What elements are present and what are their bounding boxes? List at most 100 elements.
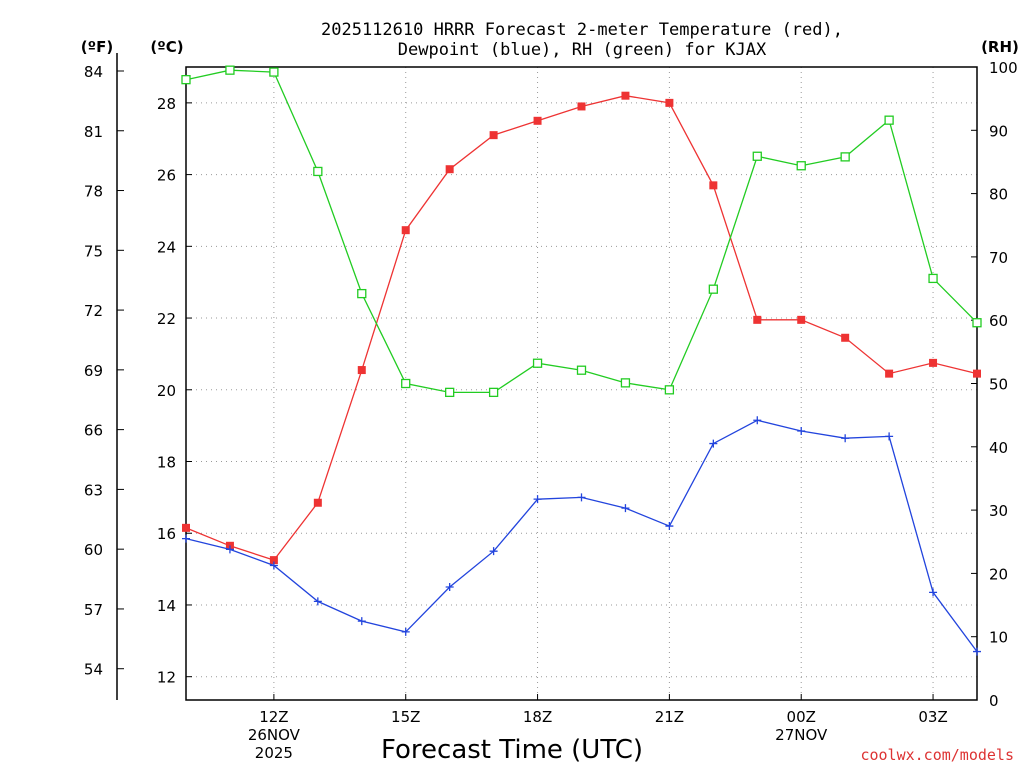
fahrenheit-tick-label: 81 [84, 123, 103, 141]
rh-point [357, 288, 367, 299]
credit-link[interactable]: coolwx.com/models [860, 746, 1014, 764]
2-meter-temperature-point [973, 369, 981, 378]
rh-point [708, 284, 718, 294]
rh-tick-label: 50 [989, 376, 1008, 394]
2-meter-temperature-point [753, 315, 762, 324]
2-meter-temperature-point [665, 98, 674, 107]
celsius-tick-label: 24 [157, 238, 176, 256]
rh-point [532, 358, 543, 368]
celsius-tick-label: 20 [157, 382, 176, 400]
chart-title-line-2: Dewpoint (blue), RH (green) for KJAX [398, 40, 767, 60]
rh-tick-label: 80 [989, 186, 1008, 204]
rh-point [445, 387, 455, 398]
fahrenheit-tick-label: 78 [84, 183, 103, 201]
fahrenheit-unit-label: (ºF) [81, 38, 113, 56]
2-meter-temperature-point [313, 498, 322, 507]
fahrenheit-tick-label: 84 [84, 63, 103, 81]
dewpoint-point [709, 439, 718, 448]
dewpoint-point [489, 547, 498, 556]
x-axis-title: Forecast Time (UTC) [381, 735, 643, 765]
dewpoint-point [313, 597, 322, 606]
axes: 12 14 16 18 20 22 24 26 28 54 57 60 63 66 69 72 75 78 81 84… [84, 52, 1018, 762]
fahrenheit-tick-label: 57 [84, 601, 103, 619]
time-tick-label: 27NOV [775, 726, 828, 744]
dewpoint-point [665, 522, 674, 531]
rh-tick-label: 90 [989, 122, 1008, 140]
celsius-tick-label: 12 [157, 669, 176, 687]
dewpoint-point [225, 545, 234, 554]
dewpoint-point [885, 432, 894, 441]
dewpoint-point [445, 583, 454, 592]
dewpoint-point [577, 493, 586, 502]
rh-point [225, 65, 235, 75]
fahrenheit-tick-label: 75 [84, 242, 103, 260]
celsius-tick-label: 26 [157, 167, 176, 185]
fahrenheit-tick-label: 66 [84, 422, 103, 440]
gridlines [186, 67, 977, 700]
fahrenheit-tick-label: 72 [84, 302, 103, 320]
rh-point [972, 318, 982, 328]
dewpoint-point [841, 434, 850, 443]
rh-point [313, 166, 323, 177]
2-meter-temperature-point [357, 366, 366, 375]
time-tick-label: 15Z [391, 708, 420, 726]
2-meter-temperature-point [182, 523, 190, 532]
rh-tick-label: 40 [989, 439, 1008, 457]
fahrenheit-tick-label: 63 [84, 481, 103, 499]
rh-tick-label: 100 [989, 59, 1018, 77]
celsius-tick-label: 28 [157, 95, 176, 113]
time-tick-label: 26NOV [248, 726, 301, 744]
rh-point [401, 378, 411, 389]
rh-tick-label: 30 [989, 502, 1008, 520]
dewpoint-point [401, 627, 410, 636]
rh-point [576, 365, 587, 375]
rh-tick-label: 60 [989, 312, 1008, 330]
time-tick-label: 21Z [655, 708, 684, 726]
2-meter-temperature-point [885, 369, 894, 378]
time-tick-label: 18Z [523, 708, 552, 726]
2-meter-temperature-point [929, 358, 938, 367]
rh-point [664, 385, 675, 395]
celsius-tick-label: 14 [157, 597, 176, 615]
fahrenheit-tick-label: 60 [84, 541, 103, 559]
dewpoint-point [973, 647, 981, 656]
rh-point [620, 378, 631, 388]
rh-tick-label: 20 [989, 565, 1008, 583]
dewpoint-point [753, 416, 762, 425]
2-meter-temperature-point [489, 131, 498, 140]
rh-point [181, 75, 191, 85]
2-meter-temperature-point [401, 226, 410, 235]
celsius-tick-label: 22 [157, 310, 176, 328]
dewpoint-point [797, 427, 806, 436]
dewpoint-point [269, 561, 278, 570]
rh-tick-label: 70 [989, 249, 1008, 267]
time-tick-label: 00Z [787, 708, 816, 726]
2-meter-temperature-point [269, 556, 278, 565]
time-tick-label: 03Z [918, 708, 947, 726]
rh-unit-label: (RH) [981, 38, 1019, 56]
rh-tick-label: 10 [989, 629, 1008, 647]
chart-title-line-1: 2025112610 HRRR Forecast 2-meter Tempera… [321, 20, 843, 40]
2-meter-temperature-point [621, 91, 630, 100]
rh-line [185, 69, 978, 394]
rh-point [884, 115, 894, 125]
rh-point [488, 387, 499, 398]
2-meter-temperature-point [709, 181, 718, 190]
2-meter-temperature-line [185, 95, 978, 561]
rh-point [928, 273, 938, 284]
celsius-unit-label: (ºC) [150, 38, 183, 56]
dewpoint-point [182, 534, 190, 543]
rh-tick-label: 0 [989, 692, 999, 710]
dewpoint-point [533, 495, 542, 504]
2-meter-temperature-point [841, 333, 850, 342]
2-meter-temperature-point [577, 102, 586, 111]
data-series [181, 65, 982, 656]
celsius-tick-label: 16 [157, 525, 176, 543]
rh-point [269, 67, 279, 77]
2-meter-temperature-point [533, 116, 542, 125]
dewpoint-point [621, 504, 630, 513]
dewpoint-line [185, 419, 978, 652]
dewpoint-point [357, 617, 366, 626]
rh-point [840, 152, 850, 162]
